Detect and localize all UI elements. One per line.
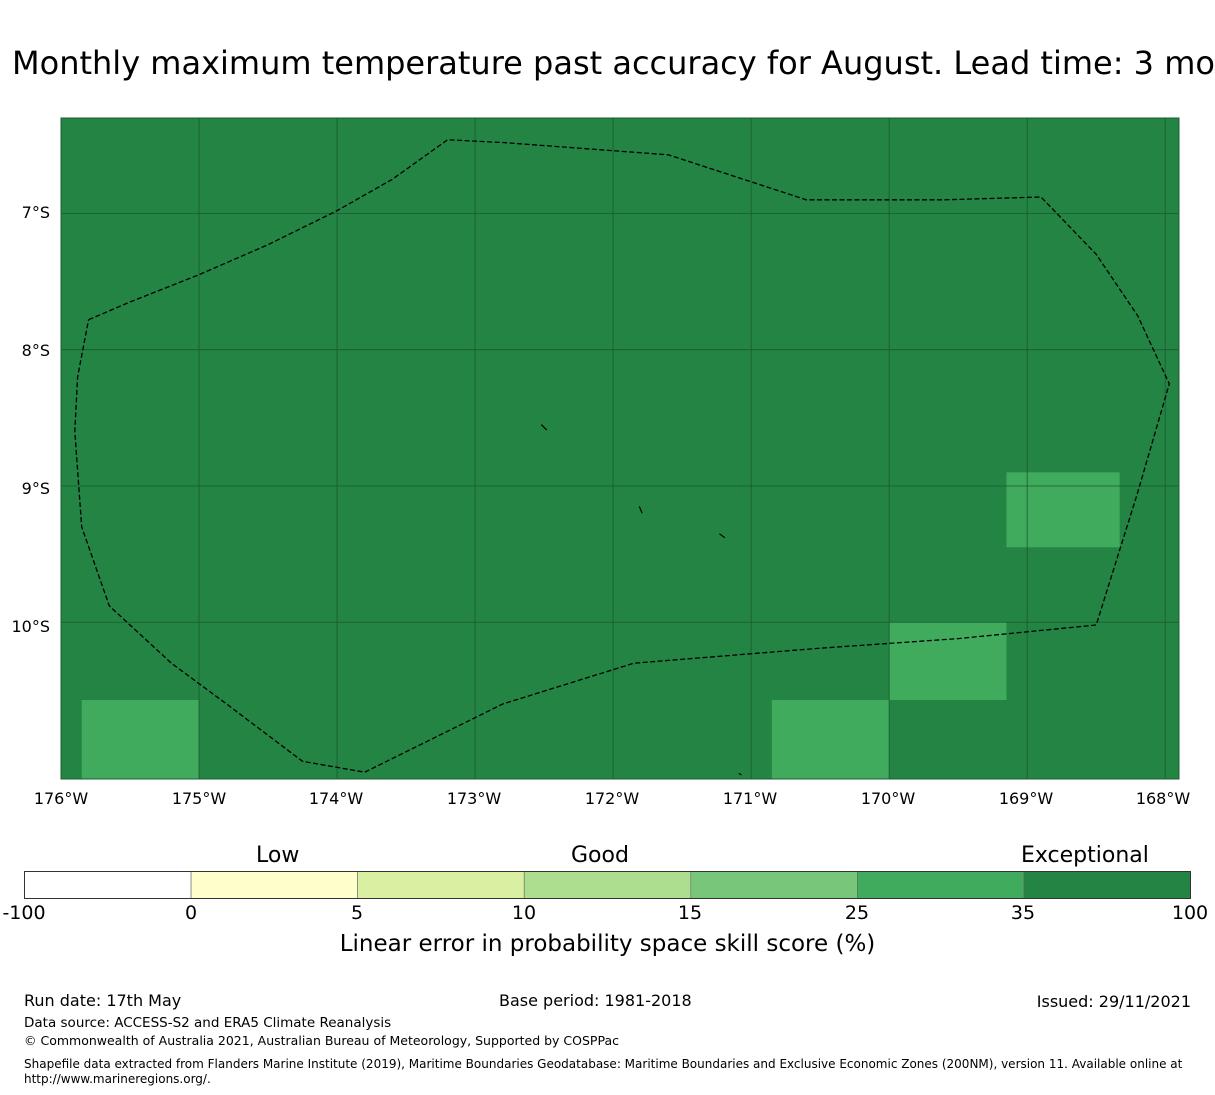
lon-label-172w: 172°W bbox=[584, 789, 640, 808]
lat-label-8s: 8°S bbox=[21, 341, 50, 360]
lon-label-174w: 174°W bbox=[308, 789, 364, 808]
island-outline bbox=[638, 506, 643, 514]
colorbar-tick: 35 bbox=[1010, 902, 1036, 924]
colorbar-tick: -100 bbox=[2, 902, 46, 924]
colorbar-tick: 5 bbox=[350, 902, 364, 924]
colorbar-category-low: Low bbox=[256, 843, 300, 868]
run-date: Run date: 17th May bbox=[24, 991, 182, 1010]
lon-label-173w: 173°W bbox=[446, 789, 502, 808]
lat-label-10s: 10°S bbox=[11, 617, 50, 636]
colorbar-category-exceptional: Exceptional bbox=[1021, 843, 1149, 868]
lon-label-176w: 176°W bbox=[33, 789, 89, 808]
eez-boundary bbox=[74, 139, 1170, 773]
map-frame bbox=[60, 117, 1180, 780]
lon-label-171w: 171°W bbox=[722, 789, 778, 808]
colorbar-tick: 15 bbox=[677, 902, 703, 924]
island-outline bbox=[738, 772, 742, 776]
issued-date: Issued: 29/11/2021 bbox=[1036, 992, 1191, 1011]
colorbar-tick: 10 bbox=[511, 902, 537, 924]
lon-label-169w: 169°W bbox=[998, 789, 1054, 808]
colorbar-bin bbox=[357, 871, 525, 899]
colorbar-frame bbox=[24, 871, 1191, 899]
lat-label-7s: 7°S bbox=[21, 203, 50, 222]
colorbar-category-good: Good bbox=[571, 843, 629, 868]
copyright: © Commonwealth of Australia 2021, Austra… bbox=[24, 1033, 619, 1048]
colorbar-label: Linear error in probability space skill … bbox=[339, 931, 876, 957]
island-outline bbox=[540, 424, 548, 431]
lon-label-168w: 168°W bbox=[1135, 789, 1191, 808]
colorbar-bin bbox=[857, 871, 1025, 899]
colorbar-bin bbox=[1023, 871, 1191, 899]
shapefile-credit: Shapefile data extracted from Flanders M… bbox=[24, 1057, 1183, 1086]
colorbar-bin bbox=[690, 871, 858, 899]
colorbar-bin bbox=[24, 871, 192, 899]
lat-label-9s: 9°S bbox=[21, 479, 50, 498]
lon-label-175w: 175°W bbox=[171, 789, 227, 808]
colorbar-bin bbox=[523, 871, 692, 899]
colorbar-tick: 0 bbox=[184, 902, 198, 924]
colorbar-tick: 100 bbox=[1171, 902, 1209, 924]
skill-cell bbox=[1006, 472, 1120, 548]
colorbar-bin bbox=[190, 871, 358, 899]
skill-cell bbox=[81, 699, 200, 779]
data-source: Data source: ACCESS-S2 and ERA5 Climate … bbox=[24, 1015, 392, 1031]
island-outline bbox=[719, 533, 726, 539]
chart-title: Monthly maximum temperature past accurac… bbox=[12, 44, 1215, 82]
lon-label-170w: 170°W bbox=[860, 789, 916, 808]
colorbar-tick: 25 bbox=[844, 902, 870, 924]
base-period: Base period: 1981-2018 bbox=[499, 991, 692, 1010]
skill-cell bbox=[771, 699, 890, 779]
